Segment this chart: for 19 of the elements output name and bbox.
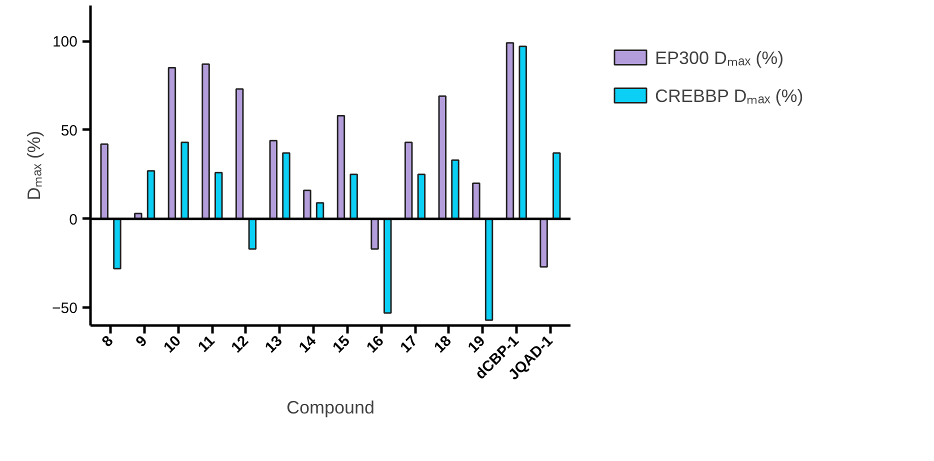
y-tick-label: 100 xyxy=(52,34,78,51)
y-axis-title: Dₘₐₓ (%) xyxy=(24,130,44,200)
x-tick-label: 9 xyxy=(132,332,151,350)
x-tick-label: 10 xyxy=(160,332,184,356)
y-tick-label: 0 xyxy=(69,211,78,228)
x-tick-label: 15 xyxy=(330,332,354,356)
x-tick-label: 11 xyxy=(194,332,218,356)
legend-label: CREBBP Dₘₐₓ (%) xyxy=(655,85,804,107)
y-tick-label: 50 xyxy=(60,122,78,140)
x-tick-label: 12 xyxy=(228,332,252,356)
y-tick-label: −50 xyxy=(52,300,78,318)
x-axis-title: Compound xyxy=(286,397,375,418)
x-tick-label: 18 xyxy=(431,332,455,356)
x-tick-label: 16 xyxy=(363,332,388,356)
x-tick-label: 13 xyxy=(262,332,286,356)
x-tick-label: 8 xyxy=(98,332,117,350)
x-tick-label: 17 xyxy=(397,332,422,356)
x-tick-label: 14 xyxy=(296,332,320,356)
legend-label: EP300 Dₘₐₓ (%) xyxy=(655,47,784,69)
